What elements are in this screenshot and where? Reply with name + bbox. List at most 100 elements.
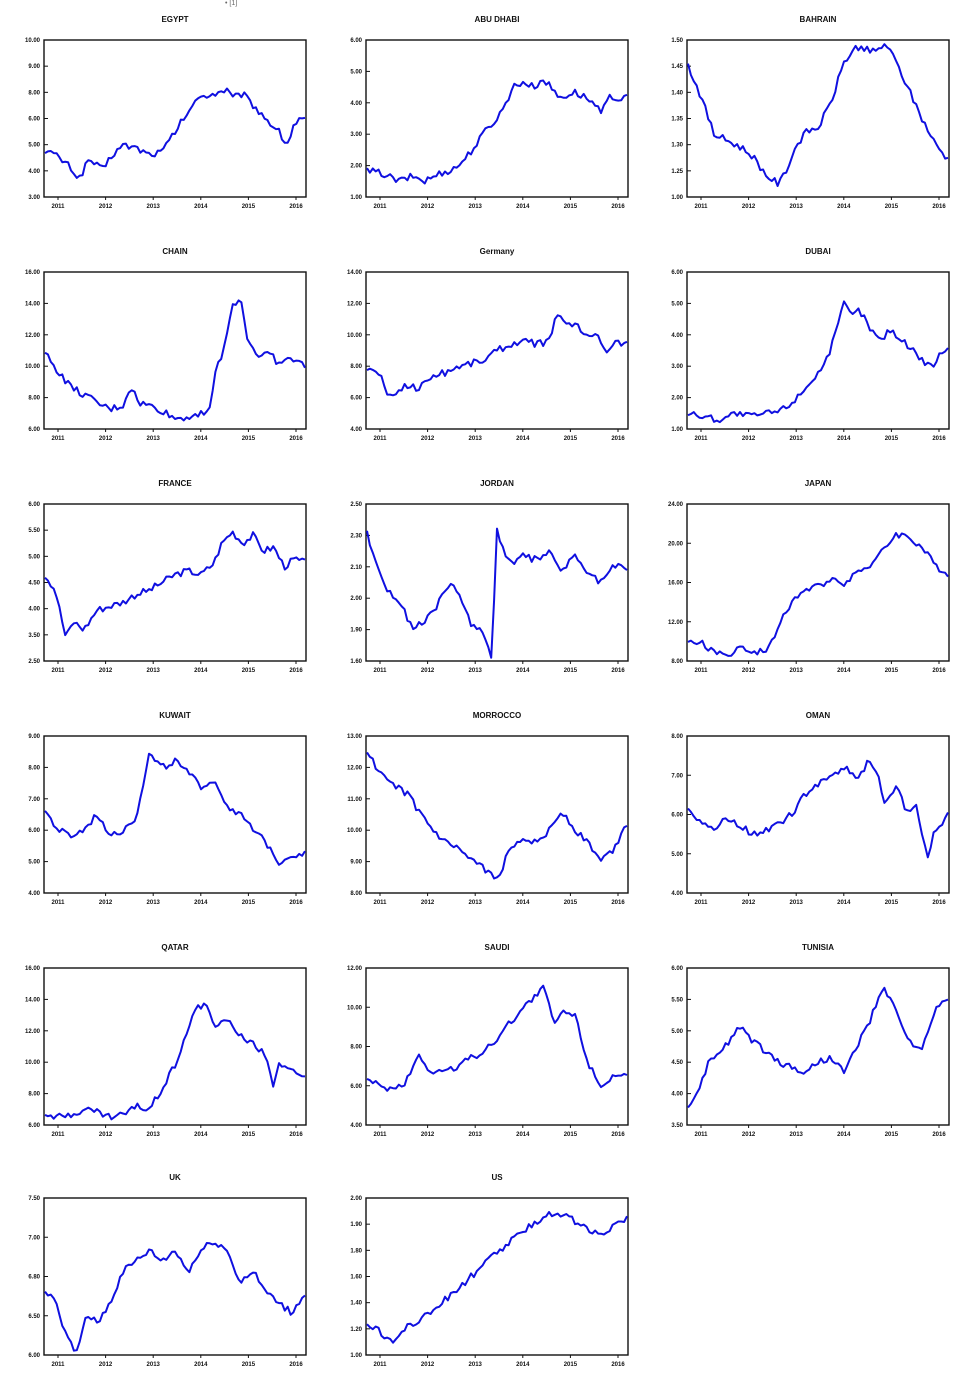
y-tick-label: 5.50 — [671, 997, 683, 1003]
y-tick-label: 2.10 — [350, 565, 362, 571]
y-tick-label: 4.00 — [671, 1092, 683, 1098]
y-tick-label: 10.00 — [347, 333, 363, 339]
x-tick-label: 2012 — [99, 436, 113, 442]
y-tick-label: 2.50 — [350, 502, 362, 508]
x-tick-label: 2014 — [194, 1362, 208, 1368]
x-tick-label: 2016 — [289, 1362, 303, 1368]
chart-panel-tunisia: TUNISIA 6.00 5.50 5.00 4.50 4.00 3.50 2011 2012 2… — [643, 928, 965, 1158]
chart-title: EGYPT — [161, 15, 188, 24]
x-tick-label: 2015 — [564, 900, 578, 906]
x-tick-label: 2011 — [373, 668, 387, 674]
series-line — [366, 984, 628, 1092]
y-tick-label: 5.00 — [28, 143, 40, 149]
y-tick-label: 1.25 — [671, 169, 683, 175]
y-tick-label: 12.00 — [347, 966, 363, 972]
y-tick-label: 1.90 — [350, 628, 362, 634]
series-line — [44, 752, 306, 866]
y-tick-label: 5.00 — [350, 69, 362, 75]
x-tick-label: 2016 — [932, 1132, 946, 1138]
chart-title: JORDAN — [480, 479, 514, 488]
x-tick-label: 2011 — [51, 204, 65, 210]
x-tick-label: 2013 — [790, 204, 804, 210]
y-tick-label: 2.50 — [28, 659, 40, 665]
y-tick-label: 1.00 — [350, 1353, 362, 1359]
y-tick-label: 6.00 — [28, 1123, 40, 1129]
series-line — [44, 530, 306, 637]
page-marker: • [1] — [225, 0, 238, 7]
x-tick-label: 2012 — [99, 204, 113, 210]
y-tick-label: 4.00 — [28, 607, 40, 613]
chart-title: QATAR — [161, 943, 188, 952]
x-tick-label: 2012 — [742, 436, 756, 442]
x-tick-label: 2011 — [51, 1362, 65, 1368]
x-tick-label: 2015 — [242, 668, 256, 674]
y-tick-label: 7.00 — [671, 773, 683, 779]
y-tick-label: 6.00 — [28, 502, 40, 508]
y-tick-label: 4.00 — [350, 101, 362, 107]
series-line — [687, 43, 949, 187]
x-tick-label: 2011 — [694, 204, 708, 210]
chart-title: SAUDI — [485, 943, 510, 952]
y-tick-label: 6.00 — [28, 117, 40, 123]
y-tick-label: 14.00 — [25, 301, 41, 307]
y-tick-label: 24.00 — [668, 502, 684, 508]
y-tick-label: 6.00 — [671, 813, 683, 819]
x-tick-label: 2015 — [564, 1132, 578, 1138]
y-tick-label: 4.50 — [671, 1060, 683, 1066]
y-tick-label: 6.00 — [28, 427, 40, 433]
x-tick-label: 2016 — [932, 436, 946, 442]
y-tick-label: 1.60 — [350, 659, 362, 665]
plot-frame — [686, 503, 950, 662]
y-tick-label: 4.00 — [350, 1123, 362, 1129]
x-tick-label: 2012 — [421, 668, 435, 674]
y-tick-label: 16.00 — [25, 270, 41, 276]
y-tick-label: 12.00 — [668, 620, 684, 626]
x-tick-label: 2013 — [469, 1362, 483, 1368]
y-tick-label: 8.00 — [350, 891, 362, 897]
x-tick-label: 2013 — [147, 668, 161, 674]
y-tick-label: 8.00 — [28, 1092, 40, 1098]
x-tick-label: 2016 — [289, 436, 303, 442]
y-tick-label: 3.50 — [28, 633, 40, 639]
x-tick-label: 2012 — [421, 900, 435, 906]
x-tick-label: 2012 — [99, 1362, 113, 1368]
chart-svg: UK 7.50 7.00 6.80 6.50 6.00 2011 2012 2013 2014 20… — [28, 1173, 307, 1368]
chart-title: MORROCCO — [473, 711, 521, 720]
x-tick-label: 2011 — [51, 668, 65, 674]
x-tick-label: 2011 — [373, 1132, 387, 1138]
chart-title: KUWAIT — [159, 711, 191, 720]
y-tick-label: 3.00 — [28, 195, 40, 201]
x-tick-label: 2015 — [242, 204, 256, 210]
plot-frame — [43, 503, 307, 662]
y-tick-label: 1.40 — [671, 90, 683, 96]
x-tick-label: 2012 — [421, 1362, 435, 1368]
x-tick-label: 2016 — [611, 900, 625, 906]
y-tick-label: 7.00 — [28, 1235, 40, 1241]
x-tick-label: 2013 — [147, 204, 161, 210]
x-tick-label: 2013 — [469, 668, 483, 674]
y-tick-label: 12.00 — [25, 1029, 41, 1035]
y-tick-label: 1.30 — [671, 143, 683, 149]
series-line — [44, 299, 306, 422]
chart-title: BAHRAIN — [800, 15, 837, 24]
x-tick-label: 2012 — [421, 204, 435, 210]
x-tick-label: 2014 — [194, 668, 208, 674]
y-tick-label: 6.00 — [671, 966, 683, 972]
series-line — [44, 1242, 306, 1352]
chart-svg: TUNISIA 6.00 5.50 5.00 4.50 4.00 3.50 2011 2012 2… — [671, 943, 950, 1138]
y-tick-label: 1.60 — [350, 1275, 362, 1281]
y-tick-label: 11.00 — [347, 797, 362, 803]
x-tick-label: 2013 — [147, 436, 161, 442]
plot-frame — [43, 1197, 307, 1356]
y-tick-label: 8.00 — [671, 659, 683, 665]
x-tick-label: 2016 — [932, 900, 946, 906]
y-tick-label: 4.00 — [28, 891, 40, 897]
chart-svg: US 2.00 1.90 1.80 1.60 1.40 1.20 1.00 2011 2012 20… — [350, 1173, 629, 1368]
chart-title: FRANCE — [158, 479, 192, 488]
x-tick-label: 2012 — [421, 1132, 435, 1138]
chart-panel-dubai: DUBAI 6.00 5.00 4.00 3.00 2.00 1.00 2011 2012 201… — [643, 232, 965, 462]
x-tick-label: 2014 — [837, 436, 851, 442]
y-tick-label: 8.00 — [350, 364, 362, 370]
chart-title: CHAIN — [162, 247, 188, 256]
y-tick-label: 10.00 — [25, 38, 41, 44]
